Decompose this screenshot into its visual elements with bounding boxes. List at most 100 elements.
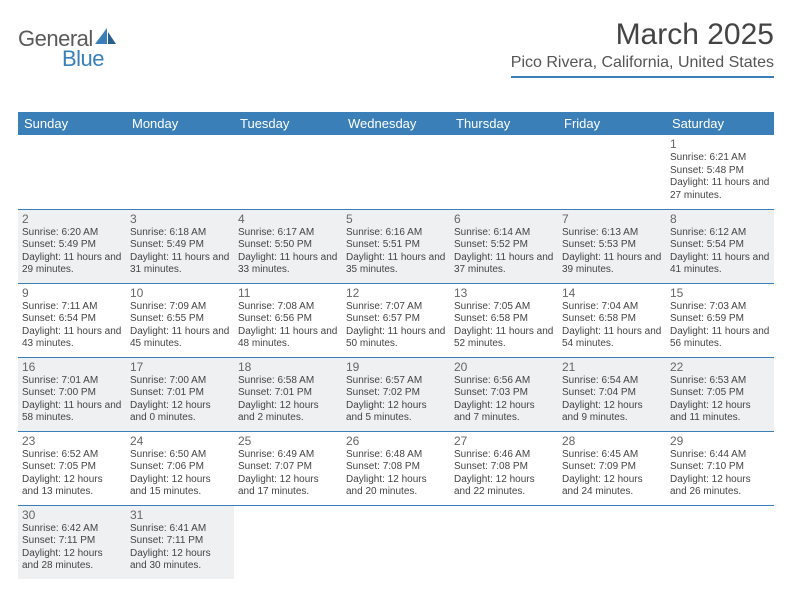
sunrise-text: Sunrise: 7:09 AM bbox=[130, 301, 230, 314]
day-number: 14 bbox=[562, 286, 662, 300]
daylight-text: Daylight: 12 hours and 0 minutes. bbox=[130, 400, 230, 425]
weekday-header: Sunday bbox=[18, 112, 126, 135]
logo-text-blue: Blue bbox=[62, 46, 104, 71]
calendar-day-cell: 11Sunrise: 7:08 AMSunset: 6:56 PMDayligh… bbox=[234, 283, 342, 357]
calendar-day-cell: 30Sunrise: 6:42 AMSunset: 7:11 PMDayligh… bbox=[18, 505, 126, 579]
sunset-text: Sunset: 7:01 PM bbox=[238, 387, 338, 400]
day-number: 25 bbox=[238, 434, 338, 448]
sunrise-text: Sunrise: 7:01 AM bbox=[22, 375, 122, 388]
daylight-text: Daylight: 11 hours and 31 minutes. bbox=[130, 252, 230, 277]
location-text: Pico Rivera, California, United States bbox=[511, 54, 774, 78]
calendar-day-cell: 28Sunrise: 6:45 AMSunset: 7:09 PMDayligh… bbox=[558, 431, 666, 505]
sunrise-text: Sunrise: 6:54 AM bbox=[562, 375, 662, 388]
sunrise-text: Sunrise: 6:18 AM bbox=[130, 227, 230, 240]
calendar-empty-cell bbox=[342, 505, 450, 579]
calendar-day-cell: 31Sunrise: 6:41 AMSunset: 7:11 PMDayligh… bbox=[126, 505, 234, 579]
daylight-text: Daylight: 11 hours and 41 minutes. bbox=[670, 252, 770, 277]
daylight-text: Daylight: 12 hours and 7 minutes. bbox=[454, 400, 554, 425]
sunrise-text: Sunrise: 7:00 AM bbox=[130, 375, 230, 388]
sunrise-text: Sunrise: 6:45 AM bbox=[562, 449, 662, 462]
daylight-text: Daylight: 12 hours and 28 minutes. bbox=[22, 548, 122, 573]
daylight-text: Daylight: 11 hours and 43 minutes. bbox=[22, 326, 122, 351]
sunset-text: Sunset: 6:55 PM bbox=[130, 313, 230, 326]
day-number: 28 bbox=[562, 434, 662, 448]
calendar-day-cell: 26Sunrise: 6:48 AMSunset: 7:08 PMDayligh… bbox=[342, 431, 450, 505]
sunrise-text: Sunrise: 6:41 AM bbox=[130, 523, 230, 536]
weekday-header: Saturday bbox=[666, 112, 774, 135]
daylight-text: Daylight: 12 hours and 17 minutes. bbox=[238, 474, 338, 499]
sunset-text: Sunset: 7:10 PM bbox=[670, 461, 770, 474]
calendar-day-cell: 16Sunrise: 7:01 AMSunset: 7:00 PMDayligh… bbox=[18, 357, 126, 431]
daylight-text: Daylight: 11 hours and 45 minutes. bbox=[130, 326, 230, 351]
calendar-empty-cell bbox=[18, 135, 126, 209]
daylight-text: Daylight: 12 hours and 11 minutes. bbox=[670, 400, 770, 425]
day-number: 21 bbox=[562, 360, 662, 374]
daylight-text: Daylight: 12 hours and 24 minutes. bbox=[562, 474, 662, 499]
sunrise-text: Sunrise: 6:12 AM bbox=[670, 227, 770, 240]
calendar-day-cell: 9Sunrise: 7:11 AMSunset: 6:54 PMDaylight… bbox=[18, 283, 126, 357]
sunrise-text: Sunrise: 6:42 AM bbox=[22, 523, 122, 536]
sunrise-text: Sunrise: 6:44 AM bbox=[670, 449, 770, 462]
sunrise-text: Sunrise: 7:03 AM bbox=[670, 301, 770, 314]
sunset-text: Sunset: 7:02 PM bbox=[346, 387, 446, 400]
sunrise-text: Sunrise: 6:16 AM bbox=[346, 227, 446, 240]
calendar-day-cell: 3Sunrise: 6:18 AMSunset: 5:49 PMDaylight… bbox=[126, 209, 234, 283]
sunset-text: Sunset: 6:58 PM bbox=[454, 313, 554, 326]
calendar-day-cell: 2Sunrise: 6:20 AMSunset: 5:49 PMDaylight… bbox=[18, 209, 126, 283]
calendar-empty-cell bbox=[450, 505, 558, 579]
sunset-text: Sunset: 6:54 PM bbox=[22, 313, 122, 326]
sunset-text: Sunset: 7:01 PM bbox=[130, 387, 230, 400]
sunset-text: Sunset: 7:11 PM bbox=[22, 535, 122, 548]
sunrise-text: Sunrise: 6:57 AM bbox=[346, 375, 446, 388]
daylight-text: Daylight: 11 hours and 48 minutes. bbox=[238, 326, 338, 351]
calendar-day-cell: 20Sunrise: 6:56 AMSunset: 7:03 PMDayligh… bbox=[450, 357, 558, 431]
calendar-week-row: 30Sunrise: 6:42 AMSunset: 7:11 PMDayligh… bbox=[18, 505, 774, 579]
header: General March 2025 Pico Rivera, Californ… bbox=[18, 18, 774, 78]
sunrise-text: Sunrise: 7:08 AM bbox=[238, 301, 338, 314]
sunset-text: Sunset: 7:07 PM bbox=[238, 461, 338, 474]
sunset-text: Sunset: 7:03 PM bbox=[454, 387, 554, 400]
daylight-text: Daylight: 11 hours and 37 minutes. bbox=[454, 252, 554, 277]
sunrise-text: Sunrise: 6:56 AM bbox=[454, 375, 554, 388]
sunset-text: Sunset: 5:49 PM bbox=[130, 239, 230, 252]
calendar-empty-cell bbox=[666, 505, 774, 579]
sunrise-text: Sunrise: 6:58 AM bbox=[238, 375, 338, 388]
day-number: 4 bbox=[238, 212, 338, 226]
daylight-text: Daylight: 11 hours and 33 minutes. bbox=[238, 252, 338, 277]
day-number: 22 bbox=[670, 360, 770, 374]
calendar-body: 1Sunrise: 6:21 AMSunset: 5:48 PMDaylight… bbox=[18, 135, 774, 579]
calendar-header-row: SundayMondayTuesdayWednesdayThursdayFrid… bbox=[18, 112, 774, 135]
day-number: 1 bbox=[670, 137, 770, 151]
daylight-text: Daylight: 12 hours and 9 minutes. bbox=[562, 400, 662, 425]
calendar-day-cell: 27Sunrise: 6:46 AMSunset: 7:08 PMDayligh… bbox=[450, 431, 558, 505]
day-number: 13 bbox=[454, 286, 554, 300]
calendar-day-cell: 19Sunrise: 6:57 AMSunset: 7:02 PMDayligh… bbox=[342, 357, 450, 431]
sunset-text: Sunset: 5:49 PM bbox=[22, 239, 122, 252]
day-number: 16 bbox=[22, 360, 122, 374]
day-number: 23 bbox=[22, 434, 122, 448]
sunset-text: Sunset: 7:00 PM bbox=[22, 387, 122, 400]
calendar-empty-cell bbox=[126, 135, 234, 209]
calendar-day-cell: 10Sunrise: 7:09 AMSunset: 6:55 PMDayligh… bbox=[126, 283, 234, 357]
calendar-week-row: 2Sunrise: 6:20 AMSunset: 5:49 PMDaylight… bbox=[18, 209, 774, 283]
sunrise-text: Sunrise: 6:49 AM bbox=[238, 449, 338, 462]
sunset-text: Sunset: 5:54 PM bbox=[670, 239, 770, 252]
calendar-week-row: 1Sunrise: 6:21 AMSunset: 5:48 PMDaylight… bbox=[18, 135, 774, 209]
sunset-text: Sunset: 5:52 PM bbox=[454, 239, 554, 252]
daylight-text: Daylight: 12 hours and 22 minutes. bbox=[454, 474, 554, 499]
sunset-text: Sunset: 6:59 PM bbox=[670, 313, 770, 326]
sunrise-text: Sunrise: 6:21 AM bbox=[670, 152, 770, 165]
sunset-text: Sunset: 7:05 PM bbox=[670, 387, 770, 400]
sunset-text: Sunset: 7:05 PM bbox=[22, 461, 122, 474]
sunset-text: Sunset: 6:58 PM bbox=[562, 313, 662, 326]
daylight-text: Daylight: 11 hours and 58 minutes. bbox=[22, 400, 122, 425]
calendar-day-cell: 14Sunrise: 7:04 AMSunset: 6:58 PMDayligh… bbox=[558, 283, 666, 357]
day-number: 17 bbox=[130, 360, 230, 374]
sunrise-text: Sunrise: 6:17 AM bbox=[238, 227, 338, 240]
daylight-text: Daylight: 12 hours and 20 minutes. bbox=[346, 474, 446, 499]
daylight-text: Daylight: 11 hours and 29 minutes. bbox=[22, 252, 122, 277]
title-block: March 2025 Pico Rivera, California, Unit… bbox=[511, 18, 774, 78]
day-number: 9 bbox=[22, 286, 122, 300]
calendar-day-cell: 15Sunrise: 7:03 AMSunset: 6:59 PMDayligh… bbox=[666, 283, 774, 357]
sunset-text: Sunset: 7:08 PM bbox=[454, 461, 554, 474]
